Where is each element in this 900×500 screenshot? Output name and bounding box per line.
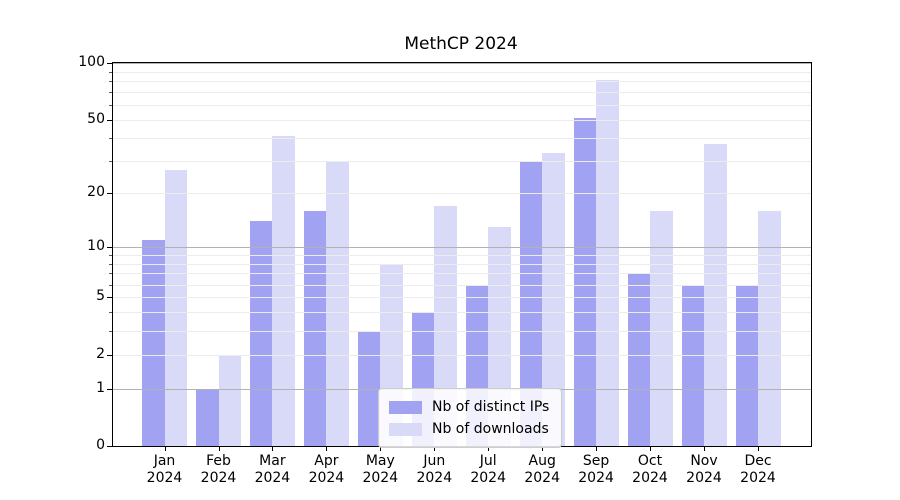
bar-downloads-dec [758,210,781,446]
x-tick-label-jan: Jan 2024 [146,453,183,486]
bar-downloads-aug [542,153,565,446]
y-tick-0 [107,446,112,447]
y-minortick-70 [109,92,112,94]
y-tick-2 [107,354,112,356]
bar-downloads-nov [704,144,727,446]
y-minortick-40 [109,137,112,139]
legend: Nb of distinct IPs Nb of downloads [378,388,563,448]
x-tick-dec [758,447,759,451]
x-tick-sep [596,447,598,451]
legend-swatch-distinct-ips [389,400,422,414]
legend-label-distinct-ips: Nb of distinct IPs [432,399,550,415]
x-tick-label-apr: Apr 2024 [308,453,345,486]
x-tick-apr [326,447,328,451]
bar-ips-dec [735,284,758,446]
bar-downloads-jun [434,206,457,446]
x-tick-label-aug: Aug 2024 [524,453,560,486]
x-tick-label-jul: Jul 2024 [470,453,506,486]
y-minortick-4 [109,312,112,314]
y-minortick-9 [109,254,112,256]
bar-ips-mar [249,221,273,446]
y-minortick-3 [109,331,112,332]
y-tick-label-1: 1 [96,379,105,396]
y-minortick-80 [109,81,112,83]
x-tick-label-jun: Jun 2024 [416,453,453,486]
y-minortick-60 [109,104,112,106]
bar-ips-nov [681,284,704,446]
bar-downloads-jan [164,169,187,446]
y-tick-50 [107,119,112,121]
legend-item-downloads: Nb of downloads [389,418,549,440]
bar-downloads-apr [326,161,349,446]
legend-swatch-downloads [389,422,422,436]
bar-ips-oct [627,273,650,446]
x-tick-label-may: May 2024 [362,453,399,486]
y-tick-5 [107,297,112,299]
legend-item-distinct-ips: Nb of distinct IPs [389,396,549,418]
x-tick-label-dec: Dec 2024 [740,453,776,486]
x-tick-label-oct: Oct 2024 [632,453,668,486]
x-tick-label-feb: Feb 2024 [200,453,237,486]
bar-downloads-mar [272,135,295,446]
bar-downloads-oct [650,210,673,446]
y-minortick-6 [109,284,112,286]
y-tick-label-2: 2 [96,345,105,362]
y-tick-100 [107,63,112,64]
x-tick-jan [164,447,166,451]
bar-ips-feb [196,388,219,446]
y-minortick-90 [109,71,112,73]
x-tick-label-nov: Nov 2024 [686,453,722,486]
bar-ips-aug [519,161,543,446]
x-tick-aug [542,447,544,451]
x-tick-jun [434,447,436,451]
x-tick-label-sep: Sep 2024 [578,453,614,486]
bar-downloads-feb [218,354,241,446]
bar-ips-may [357,331,381,446]
x-tick-jul [488,447,490,451]
chart-title: MethCP 2024 [404,34,518,54]
y-minortick-30 [109,161,112,162]
x-tick-nov [704,447,705,451]
y-tick-label-10: 10 [87,238,105,254]
y-tick-label-100: 100 [78,54,105,70]
x-tick-oct [650,447,651,451]
x-tick-mar [272,447,274,451]
y-tick-1 [107,388,112,390]
y-tick-label-0: 0 [96,437,105,453]
y-minortick-7 [109,273,112,275]
y-tick-label-5: 5 [96,288,105,305]
y-tick-label-20: 20 [87,184,105,201]
x-tick-may [380,447,382,451]
bar-ips-sep [573,118,597,446]
y-minortick-8 [109,263,112,265]
y-tick-20 [107,193,112,195]
y-tick-10 [107,247,112,248]
bar-ips-apr [303,210,327,446]
plot-area: Nb of distinct IPs Nb of downloads Jan 2… [107,62,812,486]
y-tick-label-50: 50 [87,110,105,127]
x-tick-feb [218,447,220,451]
x-tick-label-mar: Mar 2024 [254,453,291,486]
bar-ips-jan [142,239,165,446]
legend-label-downloads: Nb of downloads [432,421,549,437]
bar-downloads-sep [596,80,619,446]
